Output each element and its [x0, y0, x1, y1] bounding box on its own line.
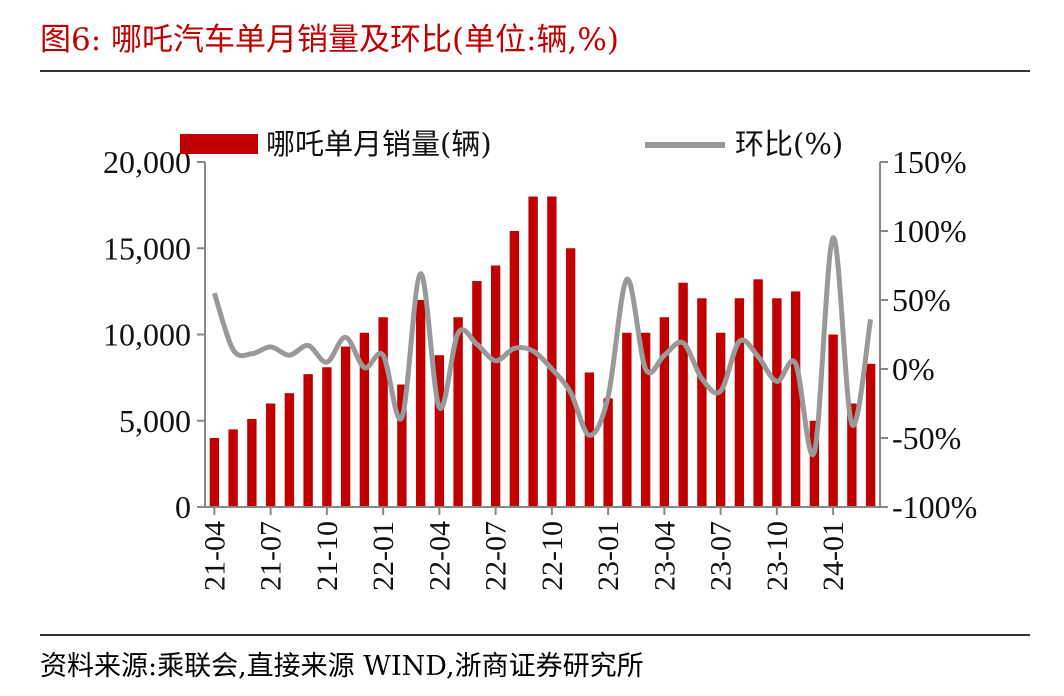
bar-23-10 [772, 298, 782, 507]
bar-23-05 [678, 282, 688, 507]
top-rule [40, 70, 1030, 72]
chart-legend: 哪吒单月销量(辆) 环比(%) [180, 127, 843, 161]
x-tick-label: 21-04 [198, 521, 231, 591]
bar-22-11 [565, 248, 576, 507]
bar-23-12 [809, 420, 820, 507]
bar-23-11 [790, 291, 801, 508]
left-tick-label: 15,000 [103, 230, 191, 266]
x-tick-label: 22-01 [367, 521, 400, 591]
bar-23-07 [715, 332, 726, 507]
bar-23-01 [603, 398, 613, 507]
bar-24-01 [828, 334, 838, 507]
bar-21-06 [247, 419, 257, 507]
bar-23-08 [734, 298, 745, 507]
x-tick-label: 23-04 [648, 521, 681, 591]
bar-21-04 [209, 438, 220, 507]
x-tick-label: 21-10 [311, 521, 344, 591]
left-tick-label: 10,000 [103, 317, 191, 353]
bar-22-07 [490, 265, 501, 507]
bar-22-10 [547, 196, 557, 507]
x-tick-label: 22-04 [423, 521, 456, 591]
bar-22-05 [453, 317, 463, 507]
bar-22-12 [584, 372, 595, 507]
right-tick-label: 0% [892, 351, 935, 387]
right-tick-label: -50% [892, 420, 961, 456]
left-tick-label: 20,000 [103, 144, 191, 180]
bar-21-09 [303, 374, 313, 507]
x-tick-label: 23-10 [761, 521, 794, 591]
x-tick-label: 21-07 [255, 521, 288, 591]
bar-22-06 [472, 281, 482, 507]
left-tick-label: 5,000 [119, 403, 191, 439]
mom-line-series [212, 235, 874, 458]
bar-22-03 [415, 300, 426, 507]
mom-line [212, 235, 874, 458]
source-note: 资料来源:乘联会,直接来源 WIND,浙商证券研究所 [40, 651, 644, 682]
bar-22-08 [509, 231, 520, 507]
right-tick-label: -100% [892, 489, 977, 525]
bar-21-11 [340, 346, 351, 507]
x-tick-label: 22-10 [536, 521, 569, 591]
bar-23-04 [659, 317, 670, 507]
bottom-rule [40, 634, 1030, 636]
bar-21-07 [265, 403, 276, 507]
bar-21-12 [359, 332, 370, 507]
x-tick-label: 23-07 [705, 521, 738, 591]
legend-line-label: 环比(%) [735, 127, 843, 161]
sales-chart: 0 5,000 10,000 15,000 20,000 -100% -50% 0% 50% 10… [103, 127, 977, 591]
bar-22-01 [378, 317, 388, 507]
bar-21-10 [322, 367, 332, 507]
bar-24-02 [847, 403, 857, 507]
right-tick-label: 50% [892, 282, 951, 318]
legend-bar-label: 哪吒单月销量(辆) [266, 127, 492, 161]
x-tick-label: 23-01 [592, 521, 625, 591]
figure-title: 图6: 哪吒汽车单月销量及环比(单位:辆,%) [40, 22, 619, 58]
bar-series [209, 196, 876, 508]
right-tick-label: 150% [892, 144, 967, 180]
bar-23-09 [753, 279, 763, 507]
bar-23-03 [640, 332, 651, 507]
bar-24-03 [865, 363, 876, 507]
right-tick-label: 100% [892, 213, 967, 249]
bar-21-08 [284, 393, 295, 507]
x-tick-label: 22-07 [480, 521, 513, 591]
left-tick-label: 0 [175, 489, 191, 525]
bar-23-02 [622, 332, 632, 507]
bar-22-02 [397, 384, 407, 507]
legend-bar-swatch [180, 134, 258, 154]
bar-22-04 [434, 355, 445, 507]
bar-23-06 [697, 298, 707, 507]
bar-21-05 [228, 429, 238, 508]
chart-axes: 0 5,000 10,000 15,000 20,000 -100% -50% 0% 50% 10… [103, 144, 977, 591]
x-tick-label: 24-01 [817, 521, 850, 591]
